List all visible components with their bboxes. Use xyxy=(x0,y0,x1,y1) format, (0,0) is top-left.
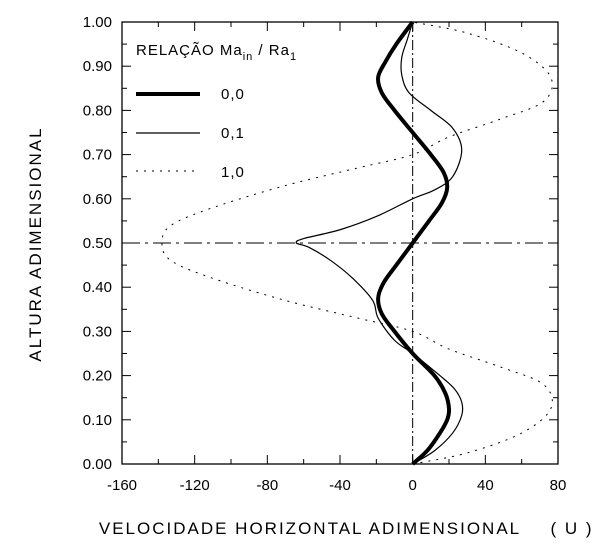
legend-label-1-0: 1,0 xyxy=(221,164,245,181)
x-tick-label: -160 xyxy=(107,477,137,494)
series-line-0-1 xyxy=(295,21,464,465)
y-tick-label: 0.70 xyxy=(83,147,112,164)
series-layer xyxy=(161,20,553,466)
legend-title: RELAÇÃO Main / Ra1 xyxy=(136,42,297,63)
x-axis-unit: ( U ) xyxy=(550,519,593,538)
y-tick-label: 0.60 xyxy=(83,191,112,208)
legend-label-0-0: 0,0 xyxy=(221,86,245,103)
x-tick-label: -40 xyxy=(329,477,351,494)
y-tick-label: 0.00 xyxy=(83,456,112,473)
x-tick-label: -80 xyxy=(256,477,278,494)
legend-label-0-1: 0,1 xyxy=(221,125,245,142)
y-tick-label: 0.90 xyxy=(83,58,112,75)
legend: RELAÇÃO Main / Ra1 0,0 0,1 1,0 xyxy=(136,42,297,181)
series-line-0-0 xyxy=(376,20,452,466)
y-tick-label: 0.50 xyxy=(83,235,112,252)
y-tick-label: 0.40 xyxy=(83,279,112,296)
x-tick-label: 0 xyxy=(408,477,416,494)
x-tick-label: 80 xyxy=(550,477,567,494)
series-line-1-0 xyxy=(161,21,553,465)
y-tick-label: 0.10 xyxy=(83,412,112,429)
axis-ticks xyxy=(121,21,559,465)
y-tick-label: 1.00 xyxy=(83,14,112,31)
y-tick-label: 0.30 xyxy=(83,323,112,340)
y-axis-title: ALTURA ADIMENSIONAL xyxy=(26,126,45,361)
x-axis-title: VELOCIDADE HORIZONTAL ADIMENSIONAL xyxy=(99,519,521,538)
x-tick-label: -120 xyxy=(180,477,210,494)
x-tick-label: 40 xyxy=(477,477,494,494)
y-tick-label: 0.80 xyxy=(83,102,112,119)
y-tick-label: 0.20 xyxy=(83,368,112,385)
tick-labels: -160 -120 -80 -40 0 40 80 0.00 0.10 0.20 0.30 0.40 0… xyxy=(83,14,567,494)
